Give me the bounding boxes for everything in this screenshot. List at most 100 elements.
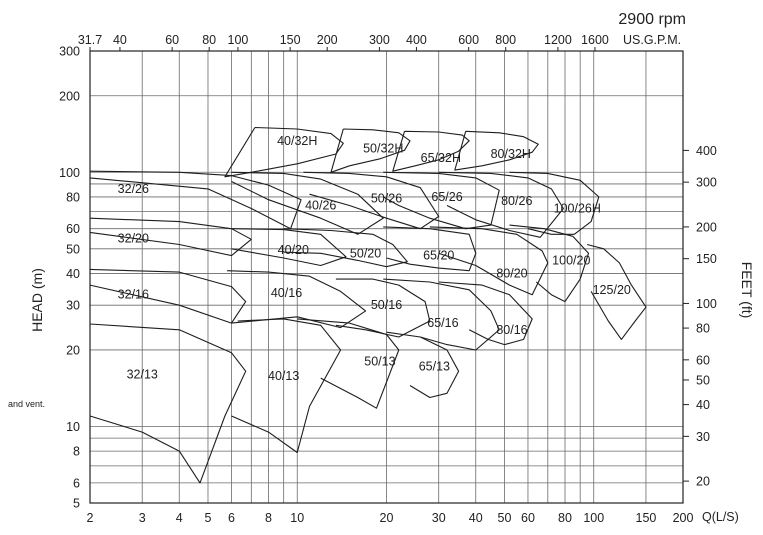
pump-curve (89, 170, 302, 230)
y2-tick-label: 60 (696, 353, 710, 367)
x2-tick-label: 1200 (544, 33, 572, 47)
pump-model-label: 32/13 (127, 368, 158, 382)
pump-curve (392, 130, 470, 172)
pump-curve (586, 243, 647, 340)
pump-model-label: 125/20 (593, 283, 631, 297)
y2-tick-label: 150 (696, 252, 717, 266)
pump-model-label: 80/20 (496, 266, 527, 280)
tick-labels: 2 3 4 5 6 8 10 20 30 40 50 60 80 100 150 200 31.7 40 60 80 1… (59, 33, 717, 525)
x-tick-label: 50 (498, 511, 512, 525)
pump-model-label: 100/20 (552, 253, 590, 267)
pump-model-label: 50/32H (363, 142, 403, 156)
pump-model-label: 50/13 (364, 355, 395, 369)
x-tick-label: 10 (290, 511, 304, 525)
y-axis-label: HEAD (m) (29, 268, 45, 332)
pump-model-label: 65/32H (421, 151, 461, 165)
pump-model-label: 32/26 (118, 182, 149, 196)
pump-curve (383, 278, 500, 351)
pump-curve (454, 130, 539, 171)
pump-model-label: 32/20 (118, 231, 149, 245)
pump-model-label: 40/32H (277, 134, 317, 148)
y2-axis-label: FEET (ft) (739, 262, 755, 319)
y-tick-label: 5 (73, 497, 80, 511)
pump-model-label: 50/16 (371, 298, 402, 312)
y-tick-label: 10 (66, 420, 80, 434)
y-tick-label: 8 (73, 445, 80, 459)
x-tick-label: 5 (205, 511, 212, 525)
x-axis-label: Q(L/S) (702, 510, 739, 524)
x2-tick-label: 800 (495, 33, 516, 47)
x2-tick-label: 400 (406, 33, 427, 47)
pump-model-label: 100/26H (554, 202, 601, 216)
pump-model-label: 40/13 (268, 369, 299, 383)
grid-lines (90, 51, 683, 503)
x2-tick-label: 31.7 (78, 33, 102, 47)
y2-tick-label: 40 (696, 398, 710, 412)
pump-model-label: 65/13 (419, 360, 450, 374)
pump-curve (231, 171, 384, 235)
y-tick-label: 300 (59, 45, 80, 59)
x-tick-label: 8 (265, 511, 272, 525)
x-tick-label: 40 (469, 511, 483, 525)
x-tick-label: 2 (87, 511, 94, 525)
pump-curve (509, 171, 600, 235)
x2-tick-label: 100 (228, 33, 249, 47)
pump-curve (335, 278, 431, 338)
x2-tick-label: 1600 (581, 33, 609, 47)
x-tick-label: 30 (432, 511, 446, 525)
pump-curve (297, 318, 400, 409)
pump-model-label: 80/26 (501, 194, 532, 208)
pump-curve (303, 171, 440, 230)
x2-tick-label: 40 (113, 33, 127, 47)
pump-model-label: 40/20 (278, 243, 309, 257)
y-tick-label: 50 (66, 242, 80, 256)
pump-curve (438, 171, 564, 238)
x2-tick-label: 150 (280, 33, 301, 47)
pump-curve (89, 323, 247, 484)
y-tick-label: 100 (59, 166, 80, 180)
pump-curve (438, 281, 533, 346)
pump-model-label: 80/32H (491, 147, 531, 161)
x-tick-label: 6 (228, 511, 235, 525)
pump-curve (283, 228, 408, 268)
y2-tick-label: 80 (696, 322, 710, 336)
x2-tick-label: 60 (165, 33, 179, 47)
y2-tick-label: 200 (696, 220, 717, 234)
y-tick-label: 80 (66, 190, 80, 204)
side-note: and vent. (8, 399, 45, 409)
y-tick-label: 20 (66, 343, 80, 357)
chart-title: 2900 rpm (618, 11, 686, 28)
x-tick-label: 4 (176, 511, 183, 525)
pump-curve (89, 217, 252, 257)
pump-curves: 32/26 32/20 32/16 32/13 40/32H 40/26 40/20 40/1… (89, 126, 647, 484)
y-tick-label: 40 (66, 267, 80, 281)
pump-model-label: 65/16 (427, 316, 458, 330)
x2-tick-label: 300 (369, 33, 390, 47)
plot-frame (89, 50, 684, 504)
y2-tick-label: 300 (696, 176, 717, 190)
y-tick-label: 6 (73, 476, 80, 490)
pump-curve (509, 224, 590, 303)
x-tick-label: 200 (673, 511, 694, 525)
y2-tick-label: 30 (696, 430, 710, 444)
pump-curve (227, 270, 367, 329)
pump-model-label: 40/16 (271, 286, 302, 300)
pump-model-label: 65/26 (431, 190, 462, 204)
pump-curve (231, 228, 347, 267)
x2-tick-label: 80 (202, 33, 216, 47)
pump-curve (231, 318, 342, 454)
x2-tick-label: 200 (317, 33, 338, 47)
pump-curve (330, 128, 411, 173)
x-tick-label: 60 (521, 511, 535, 525)
x-tick-label: 150 (636, 511, 657, 525)
y-tick-label: 200 (59, 89, 80, 103)
x-tick-label: 20 (380, 511, 394, 525)
y-tick-label: 60 (66, 222, 80, 236)
x-tick-label: 80 (558, 511, 572, 525)
y2-tick-label: 400 (696, 144, 717, 158)
x-tick-label: 3 (139, 511, 146, 525)
y-tick-label: 30 (66, 299, 80, 313)
x2-tick-label: 600 (458, 33, 479, 47)
pump-model-label: 65/20 (423, 249, 454, 263)
pump-curve (386, 331, 460, 399)
